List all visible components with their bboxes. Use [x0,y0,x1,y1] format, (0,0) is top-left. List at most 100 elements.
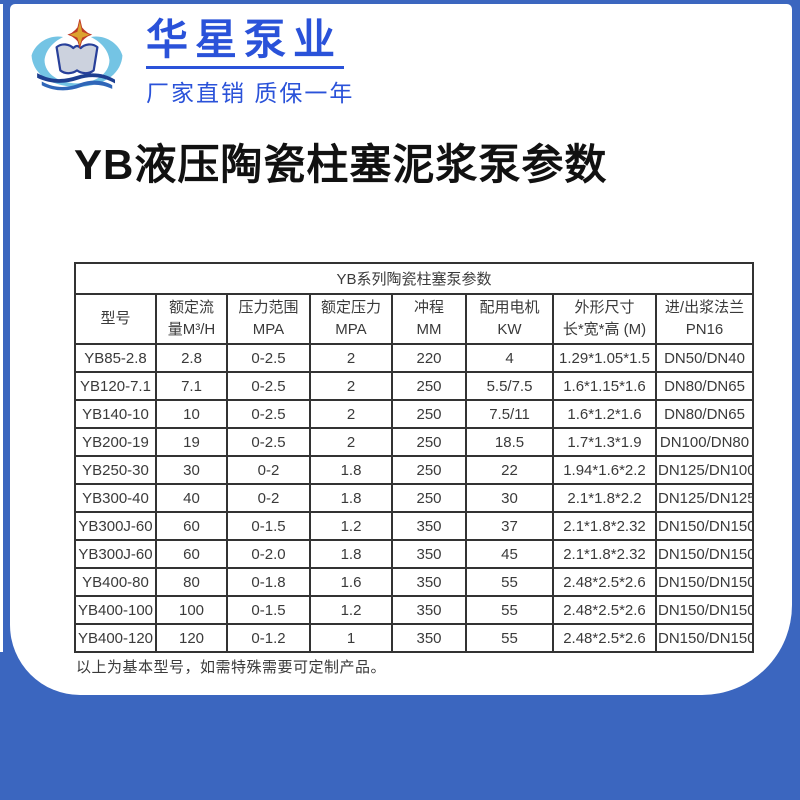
column-header-motor: 配用电机 KW [465,293,554,345]
table-cell: 19 [155,427,228,457]
table-cell: 55 [465,567,554,597]
table-cell: 22 [465,455,554,485]
table-cell: DN125/DN100 [654,455,755,485]
table-cell: 37 [465,511,554,541]
table-cell: 250 [391,399,467,429]
column-header-stroke: 冲程 MM [391,293,467,345]
table-cell: 60 [155,539,228,569]
table-cell: 0-2.5 [226,371,311,401]
table-cell: 55 [465,595,554,625]
huaxing-pump-logo-icon [31,19,123,91]
table-cell: 40 [155,483,228,513]
table-cell: 0-1.2 [226,623,311,653]
table-cell: 100 [155,595,228,625]
table-cell: YB300J-60 [74,511,157,541]
table-cell: 10 [155,399,228,429]
table-cell: 1.6*1.2*1.6 [552,399,657,429]
table-cell: YB400-100 [74,595,157,625]
brand-logo [26,10,128,102]
table-cell: DN150/DN150 [654,567,755,597]
column-header-model: 型号 [74,293,157,345]
table-cell: 1 [309,623,393,653]
table-cell: 5.5/7.5 [465,371,554,401]
table-cell: 1.94*1.6*2.2 [552,455,657,485]
table-row: YB120-7.1 7.1 0-2.5 2 250 5.5/7.5 1.6*1.15*1.6… [74,371,755,401]
table-row: YB400-80 80 0-1.8 1.6 350 55 2.48*2.5*2.6 DN150… [74,567,755,597]
table-cell: 350 [391,567,467,597]
logo-emblem-icon [55,43,99,75]
table-cell: 1.7*1.3*1.9 [552,427,657,457]
table-cell: DN150/DN150 [654,511,755,541]
table-cell: 2 [309,343,393,373]
table-cell: 250 [391,371,467,401]
table-cell: 0-2.5 [226,343,311,373]
column-header-flange: 进/出浆法兰 PN16 [654,293,755,345]
table-cell: YB300-40 [74,483,157,513]
table-cell: DN100/DN80 [654,427,755,457]
table-cell: 1.8 [309,483,393,513]
table-cell: 2 [309,427,393,457]
table-cell: YB300J-60 [74,539,157,569]
column-header-dimensions: 外形尺寸 长*宽*高 (M) [552,293,657,345]
table-cell: 350 [391,623,467,653]
table-cell: 2.1*1.8*2.32 [552,511,657,541]
table-cell: YB140-10 [74,399,157,429]
footnote: 以上为基本型号，如需特殊需要可定制产品。 [76,659,387,676]
table-cell: 350 [391,539,467,569]
table-row: YB300J-60 60 0-1.5 1.2 350 37 2.1*1.8*2.32 DN15… [74,511,755,541]
table-cell: 18.5 [465,427,554,457]
column-header-pressure-range: 压力范围 MPA [226,293,311,345]
table-cell: 1.6 [309,567,393,597]
table-cell: 7.1 [155,371,228,401]
table-cell: YB250-30 [74,455,157,485]
brand-name: 华星泵业 [146,16,343,63]
table-cell: DN80/DN65 [654,399,755,429]
table-row: YB400-120 120 0-1.2 1 350 55 2.48*2.5*2.6 DN150… [74,623,755,653]
left-edge-sliver [0,4,3,652]
table-cell: DN150/DN150 [654,623,755,653]
table-cell: 0-2 [226,483,311,513]
table-cell: YB120-7.1 [74,371,157,401]
table-cell: 1.8 [309,539,393,569]
table-cell: 220 [391,343,467,373]
table-cell: YB400-80 [74,567,157,597]
table-cell: 2.48*2.5*2.6 [552,567,657,597]
table-header-row: 型号 额定流 量M³/H 压力范围 MPA 额定压力 MPA 冲程 MM 配用电机 KW … [74,293,755,345]
brand-text-block: 华星泵业 厂家直销 质保一年 [146,16,466,108]
table-cell: 250 [391,455,467,485]
table-cell: 120 [155,623,228,653]
table-cell: YB200-19 [74,427,157,457]
table-row: YB300-40 40 0-2 1.8 250 30 2.1*1.8*2.2 DN125/DN… [74,483,755,513]
table-cell: 55 [465,623,554,653]
table-cell: 0-2 [226,455,311,485]
table-cell: DN80/DN65 [654,371,755,401]
table-cell: YB400-120 [74,623,157,653]
table-cell: 0-1.5 [226,511,311,541]
table-cell: 350 [391,511,467,541]
table-cell: DN150/DN150 [654,539,755,569]
table-row: YB300J-60 60 0-2.0 1.8 350 45 2.1*1.8*2.32 DN15… [74,539,755,569]
table-cell: 4 [465,343,554,373]
table-cell: 60 [155,511,228,541]
table-cell: YB85-2.8 [74,343,157,373]
table-cell: 1.2 [309,595,393,625]
logo-wave-blue-icon [41,80,113,91]
table-cell: 0-2.5 [226,399,311,429]
table-row: YB200-19 19 0-2.5 2 250 18.5 1.7*1.3*1.9 DN100/… [74,427,755,457]
table-row: YB400-100 100 0-1.5 1.2 350 55 2.48*2.5*2.6 DN1… [74,595,755,625]
table-cell: 30 [465,483,554,513]
table-cell: 2.1*1.8*2.2 [552,483,657,513]
table-row: YB85-2.8 2.8 0-2.5 2 220 4 1.29*1.05*1.5 DN50/D… [74,343,755,373]
table-cell: 45 [465,539,554,569]
table-cell: 7.5/11 [465,399,554,429]
table-cell: 2.8 [155,343,228,373]
page-title: YB液压陶瓷柱塞泥浆泵参数 [74,141,608,188]
table-cell: 0-2.0 [226,539,311,569]
table-cell: 1.29*1.05*1.5 [552,343,657,373]
table-cell: DN50/DN40 [654,343,755,373]
table-cell: 250 [391,427,467,457]
table-cell: 250 [391,483,467,513]
table-cell: 2.48*2.5*2.6 [552,623,657,653]
column-header-flow: 额定流 量M³/H [155,293,228,345]
spec-table: YB系列陶瓷柱塞泵参数 型号 额定流 量M³/H 压力范围 MPA 额定压力 MPA … [73,262,755,653]
